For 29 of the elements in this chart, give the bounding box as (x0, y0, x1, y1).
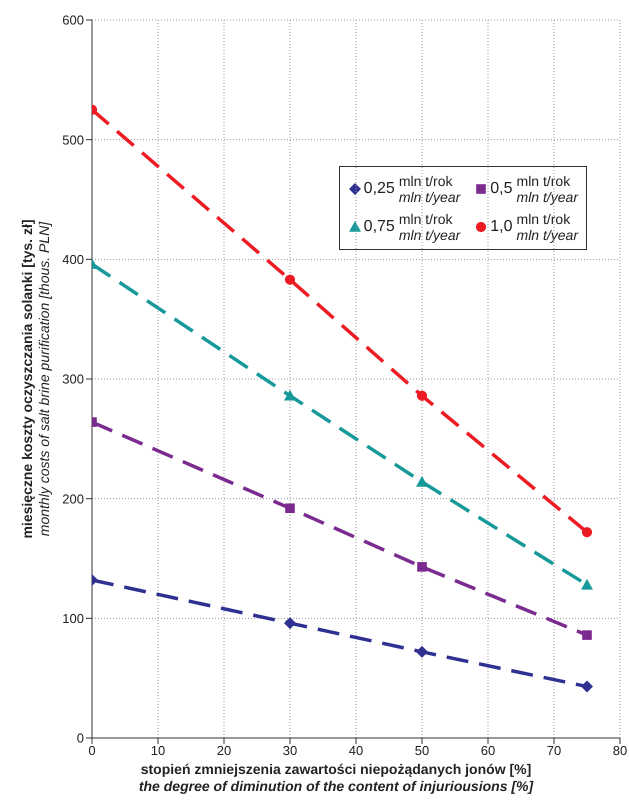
y-tick-label: 0 (76, 730, 84, 746)
x-tick-label: 10 (150, 743, 166, 758)
point (284, 617, 296, 630)
point (284, 274, 296, 285)
x-tick-label: 70 (546, 743, 562, 758)
point (416, 476, 428, 487)
y-tick-label: 600 (62, 12, 84, 28)
point (417, 562, 427, 572)
x-tick-label: 80 (612, 743, 628, 758)
point (285, 503, 295, 514)
y-tick-label: 100 (62, 610, 84, 626)
y-tick-label: 400 (62, 252, 84, 267)
x-tick-label: 50 (414, 743, 430, 758)
x-tick-label: 20 (216, 743, 232, 758)
point (582, 527, 592, 538)
y-tick-label: 300 (62, 372, 84, 387)
point (581, 680, 593, 693)
point (416, 390, 428, 401)
x-axis-title: stopień zmniejszenia zawartości niepożądanych jonów [%] the degree of diminution of the content of injuriousions [%] (138, 761, 534, 794)
x-tick-label: 60 (480, 743, 496, 758)
x-tick-label: 30 (282, 743, 298, 758)
x-tick-label: 40 (348, 743, 364, 758)
x-tick-label: 0 (88, 743, 96, 758)
point (582, 630, 592, 640)
point (581, 578, 593, 590)
y-tick-label: 200 (62, 491, 84, 506)
point (416, 646, 428, 658)
y-tick-label: 500 (62, 132, 84, 148)
y-axis-title: miesięczne koszty oczyszczania solanki [tys. zł] monthly costs of salt brine purification [thous. PLN] (19, 219, 52, 539)
